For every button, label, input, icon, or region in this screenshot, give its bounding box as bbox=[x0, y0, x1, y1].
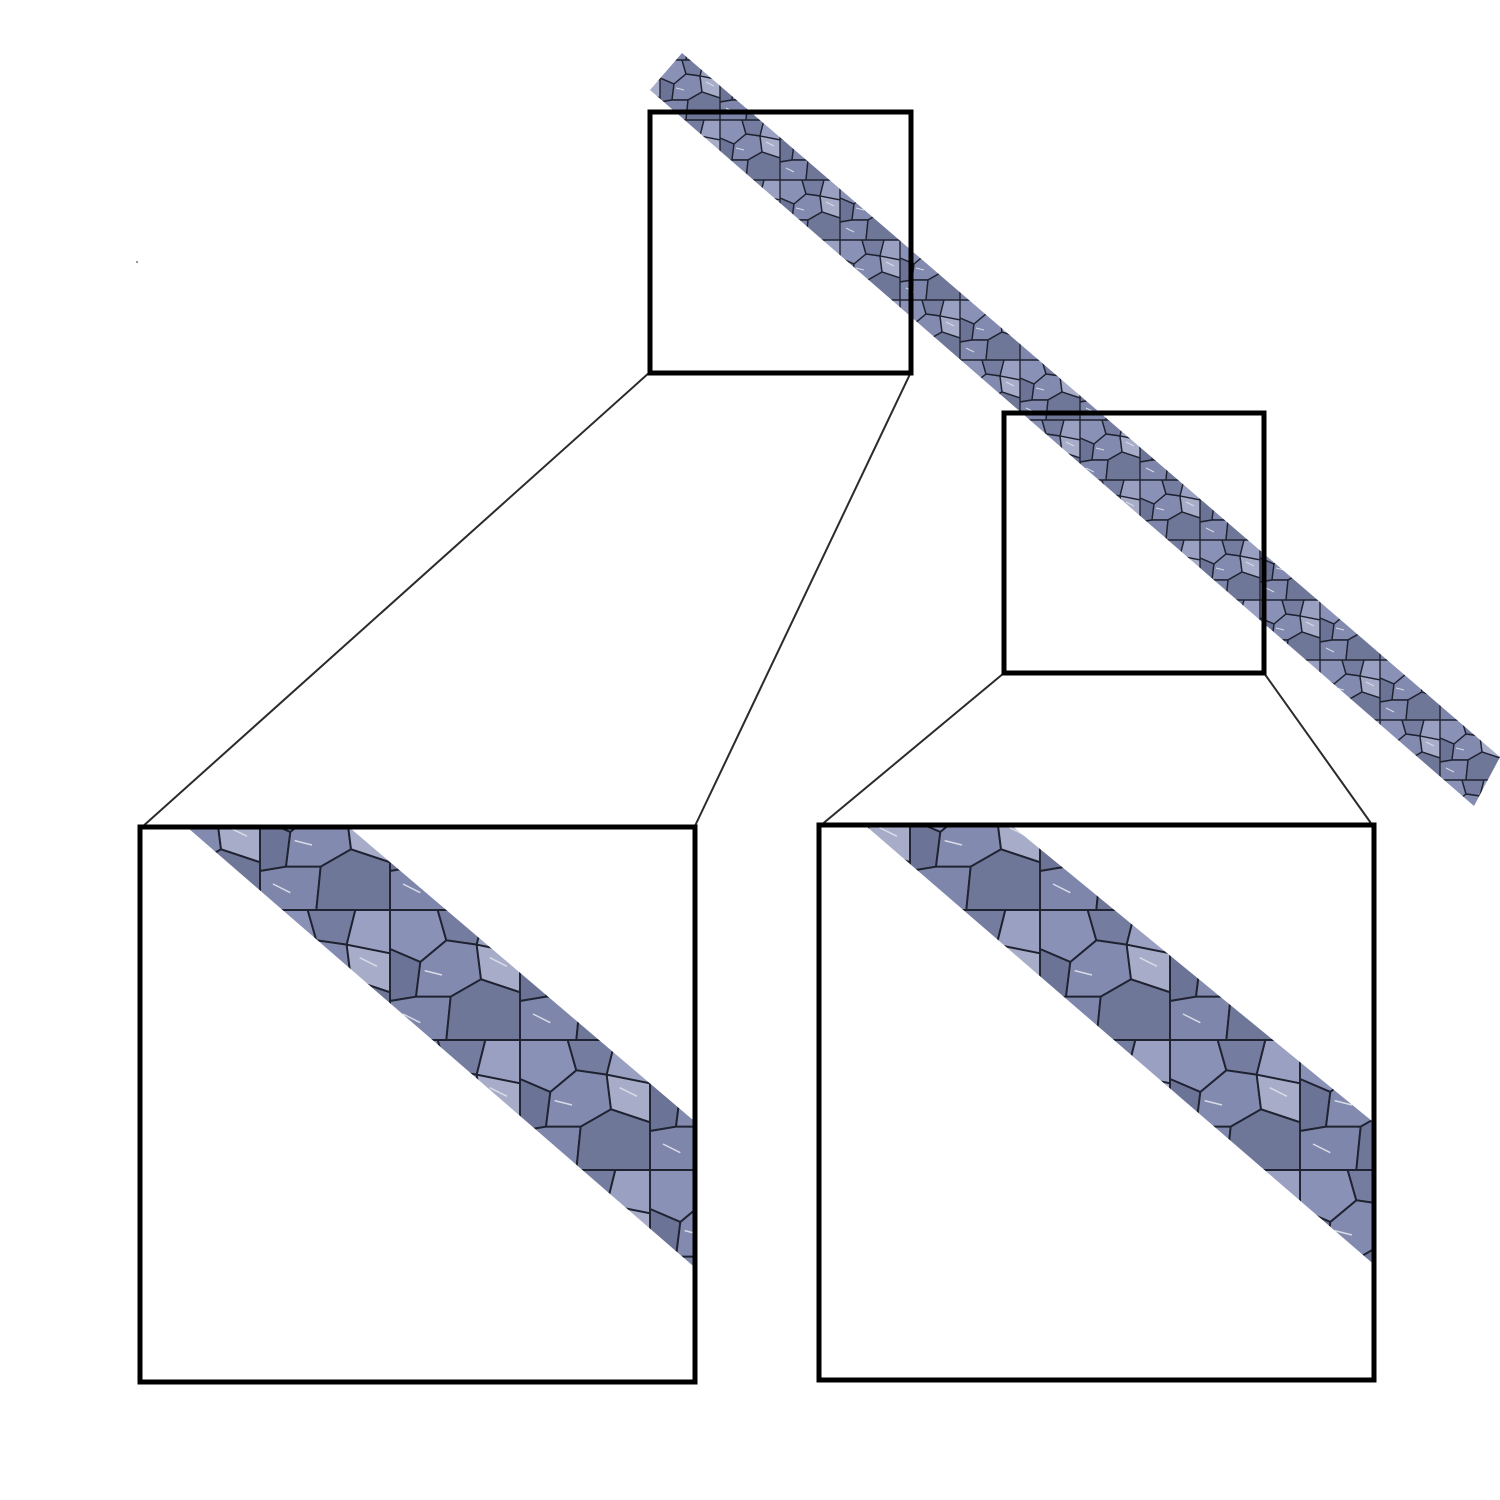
source-region-2-frame bbox=[1001, 410, 1267, 676]
connector-line-2a bbox=[819, 672, 1005, 827]
zoom-inset-2 bbox=[820, 826, 1373, 1379]
source-region-1-frame bbox=[647, 109, 914, 376]
stray-dot bbox=[136, 261, 138, 263]
connector-line-1a bbox=[140, 371, 651, 829]
diagonal-textured-strip bbox=[650, 53, 1500, 806]
inset-2-strip bbox=[866, 826, 1373, 1264]
connector-line-2b bbox=[1263, 672, 1374, 827]
zoom-inset-2-frame bbox=[816, 822, 1377, 1383]
inset-1-strip bbox=[188, 828, 694, 1267]
zoom-inset-1-frame bbox=[137, 824, 698, 1385]
connector-line-1b bbox=[693, 371, 912, 829]
zoom-inset-1 bbox=[141, 828, 694, 1381]
